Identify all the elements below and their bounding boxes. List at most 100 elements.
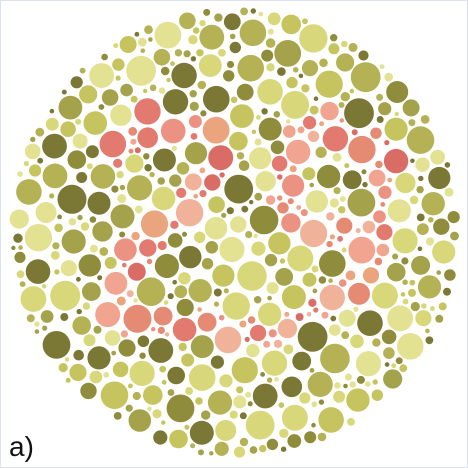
background-dot: [341, 331, 350, 340]
background-dot: [391, 363, 397, 369]
background-dot: [101, 53, 108, 61]
background-dot: [75, 118, 82, 125]
figure-dot: [208, 145, 234, 171]
background-dot: [119, 184, 126, 191]
background-dot: [394, 111, 399, 117]
background-dot: [82, 302, 91, 310]
background-dot: [103, 371, 110, 378]
background-dot: [128, 409, 152, 432]
background-dot: [268, 232, 291, 255]
background-dot: [151, 186, 176, 211]
figure-dot: [113, 158, 123, 168]
background-dot: [72, 316, 91, 335]
figure-dot: [202, 116, 230, 144]
background-dot: [11, 245, 16, 251]
background-dot: [333, 390, 346, 403]
background-dot: [83, 334, 96, 347]
background-dot: [42, 133, 67, 159]
background-dot: [277, 67, 286, 76]
background-dot: [229, 410, 238, 419]
background-dot: [213, 288, 222, 297]
background-dot: [332, 153, 342, 162]
background-dot: [278, 402, 285, 408]
figure-dot: [170, 220, 179, 229]
background-dot: [200, 110, 207, 117]
background-dot: [311, 265, 319, 273]
background-dot: [89, 244, 98, 253]
background-dot: [329, 324, 341, 336]
background-dot: [264, 253, 278, 267]
background-dot: [68, 218, 77, 226]
background-dot: [166, 394, 195, 423]
background-dot: [57, 214, 62, 220]
background-dot: [338, 102, 345, 108]
background-dot: [355, 351, 382, 377]
figure-dot: [282, 174, 305, 197]
figure-dot: [219, 172, 225, 178]
background-dot: [357, 310, 383, 337]
background-dot: [80, 222, 90, 231]
background-dot: [319, 58, 328, 68]
background-dot: [281, 376, 303, 398]
background-dot: [365, 381, 371, 387]
background-dot: [417, 223, 429, 236]
background-dot: [287, 245, 314, 272]
background-dot: [281, 14, 302, 35]
figure-dot: [373, 210, 386, 223]
background-dot: [119, 36, 137, 53]
background-dot: [42, 331, 71, 359]
background-dot: [320, 343, 350, 374]
figure-dot: [199, 190, 207, 198]
figure-dot: [285, 139, 311, 165]
figure-dot: [362, 220, 376, 234]
figure-dot: [319, 284, 345, 311]
background-dot: [371, 389, 383, 401]
figure-dot: [339, 118, 344, 123]
background-dot: [408, 288, 416, 297]
background-dot: [104, 256, 117, 269]
background-dot: [344, 98, 374, 129]
background-dot: [184, 424, 190, 430]
background-dot: [251, 129, 257, 134]
background-dot: [209, 451, 214, 456]
figure-dot: [244, 336, 250, 342]
background-dot: [432, 240, 456, 264]
background-dot: [438, 302, 447, 311]
figure-dot: [134, 147, 141, 154]
background-dot: [86, 163, 93, 170]
figure-dot: [175, 199, 204, 227]
figure-dot: [284, 311, 290, 317]
figure-dot: [204, 174, 221, 191]
figure-dot: [313, 307, 319, 313]
background-dot: [166, 77, 171, 83]
figure-dot: [303, 116, 317, 130]
background-dot: [425, 336, 434, 345]
figure-dot: [157, 240, 167, 251]
background-dot: [313, 96, 319, 101]
background-dot: [42, 163, 68, 189]
background-dot: [97, 275, 103, 281]
background-dot: [246, 343, 260, 358]
background-dot: [387, 305, 413, 332]
background-dot: [189, 90, 197, 98]
figure-dot: [172, 317, 197, 342]
figure-dot: [355, 228, 361, 234]
background-dot: [409, 279, 416, 286]
background-dot: [297, 321, 328, 352]
background-dot: [49, 193, 55, 199]
background-dot: [204, 217, 228, 240]
background-dot: [140, 48, 146, 53]
background-dot: [125, 154, 144, 173]
background-dot: [203, 85, 230, 113]
figure-dot: [348, 236, 376, 264]
background-dot: [415, 157, 430, 172]
background-dot: [20, 286, 47, 312]
background-dot: [41, 284, 47, 289]
background-dot: [18, 245, 23, 250]
background-dot: [409, 195, 419, 205]
background-dot: [399, 364, 408, 373]
background-dot: [233, 395, 247, 409]
background-dot: [281, 90, 310, 119]
background-dot: [172, 279, 177, 285]
background-dot: [34, 321, 40, 327]
